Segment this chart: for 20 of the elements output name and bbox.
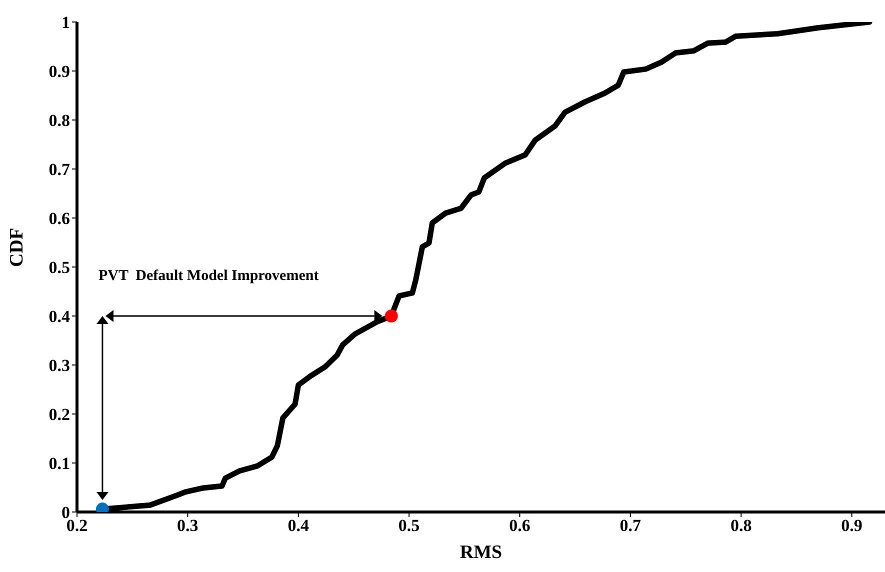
y-tick-label: 0.8 <box>48 111 70 130</box>
y-axis-title: CDF <box>6 228 28 267</box>
x-tick-label: 0.4 <box>288 516 310 536</box>
x-tick-label: 0.7 <box>620 516 642 536</box>
y-tick-label: 0.6 <box>48 209 70 228</box>
y-tick-label: 0.9 <box>48 62 70 82</box>
y-tick-label: 0.5 <box>48 258 70 278</box>
x-tick-label: 0.5 <box>398 516 420 536</box>
y-tick-label: 0.7 <box>48 160 70 180</box>
x-tick-label: 0.9 <box>841 516 862 536</box>
x-tick-label: 0.3 <box>177 516 198 536</box>
x-axis-title: RMS <box>460 542 502 563</box>
x-tick-label: 0.6 <box>509 516 530 536</box>
x-tick-label: 0.8 <box>730 516 752 536</box>
y-tick-label: 0.3 <box>48 356 70 376</box>
y-tick-label: 1 <box>62 13 70 32</box>
annotation: PVT Default Model Improvement <box>98 268 319 284</box>
y-tick-label: 0.1 <box>48 454 70 474</box>
y-tick-label: 0.4 <box>48 307 70 326</box>
y-tick-label: 0.2 <box>48 405 70 424</box>
